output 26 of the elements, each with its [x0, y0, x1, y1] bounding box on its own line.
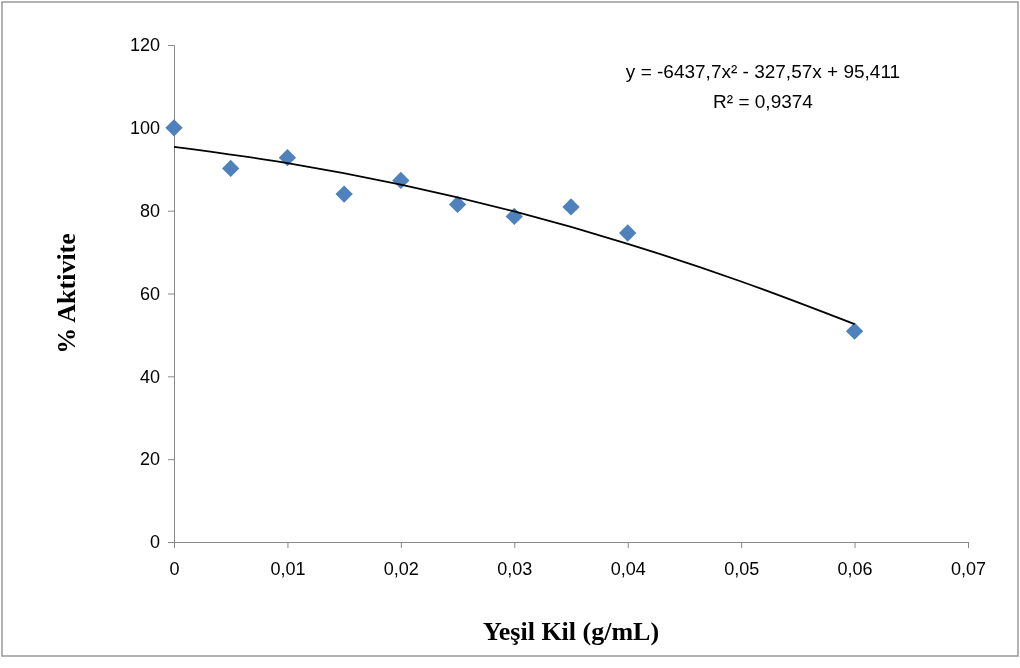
y-tick-label: 40 [139, 366, 160, 387]
y-axis-title: % Aktivite [52, 233, 81, 354]
x-tick-label: 0,06 [837, 558, 873, 579]
y-tick-label: 120 [129, 35, 160, 56]
point [619, 224, 637, 242]
annotation: y = -6437,7x² - 327,57x + 95,411 [625, 61, 901, 82]
x-tick-label: 0,05 [724, 558, 760, 579]
x-tick-label: 0,02 [383, 558, 419, 579]
annotation: R² = 0,9374 [713, 91, 814, 112]
point [562, 198, 580, 216]
x-tick-label: 0,07 [950, 558, 987, 579]
y-tick-label: 100 [129, 118, 160, 139]
y-tick-label: 0 [149, 532, 160, 553]
y-tick-label: 80 [139, 200, 160, 221]
point [448, 195, 467, 214]
x-axis-title: Yeşil Kil (g/mL) [482, 617, 660, 646]
x-tick-label: 0,01 [270, 558, 306, 579]
point [845, 322, 864, 340]
x-tick-label: 0,03 [497, 558, 533, 579]
x-tick-label: 0,04 [610, 558, 646, 579]
point [222, 159, 240, 178]
y-tick-label: 20 [139, 449, 160, 470]
y-tick-label: 60 [139, 283, 160, 304]
point [335, 185, 353, 203]
x-tick-label: 0 [169, 558, 180, 579]
point [165, 119, 183, 137]
